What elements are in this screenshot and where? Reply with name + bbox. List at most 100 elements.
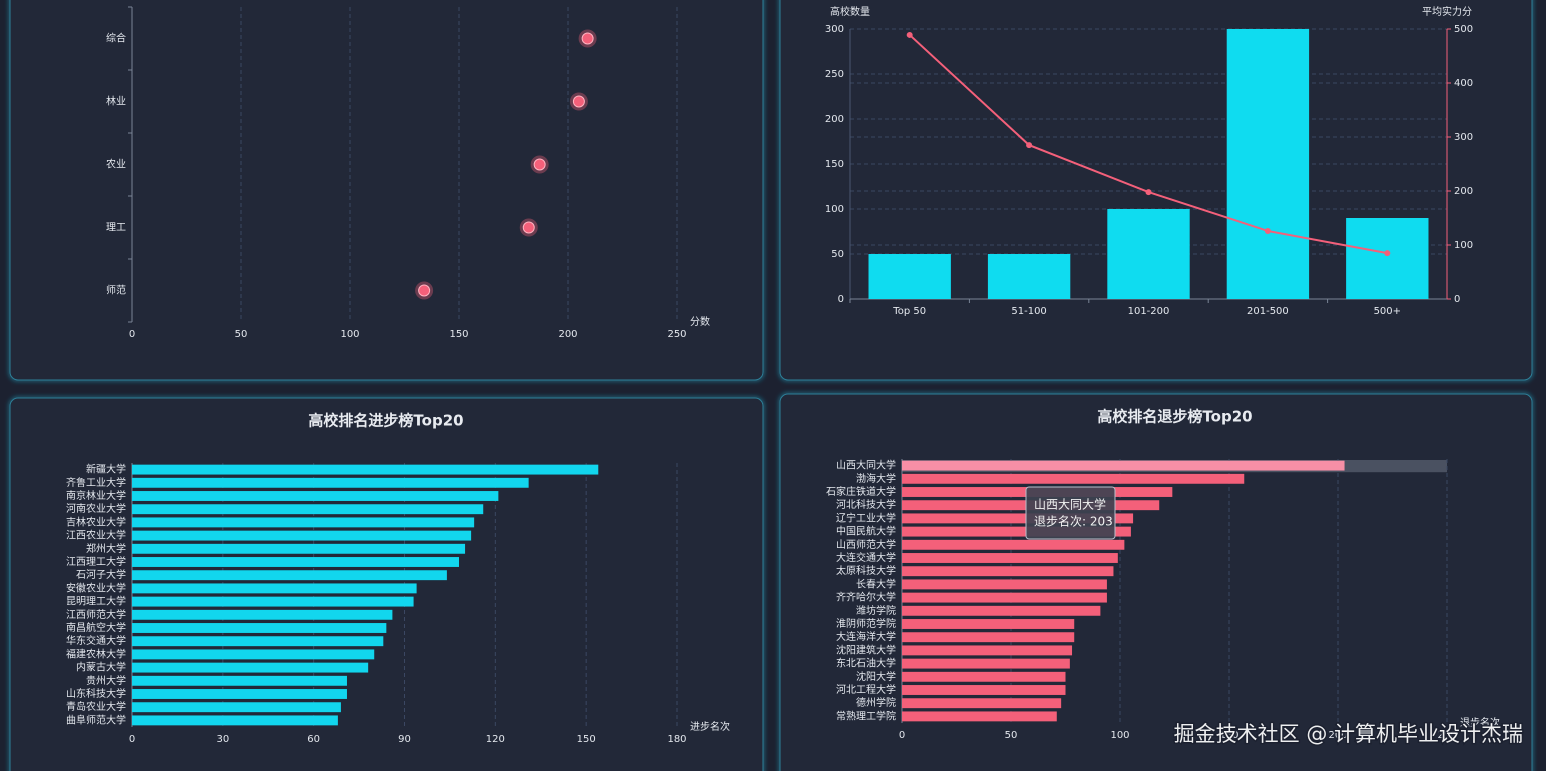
bar [902, 698, 1062, 709]
bar [902, 566, 1114, 577]
y-tick-label: 理工 [106, 222, 126, 234]
tooltip-text: 退步名次: 203 [1034, 514, 1113, 529]
bar [132, 689, 347, 699]
y2-tick-label: 0 [1454, 294, 1460, 305]
point [533, 158, 546, 171]
y-tick-label: 太原科技大学 [836, 564, 896, 577]
bar [132, 649, 375, 660]
y-tick-label: 南京林业大学 [66, 489, 126, 502]
y-tick-label: 大连海洋大学 [836, 630, 896, 643]
y-tick-label: 内蒙古大学 [76, 661, 126, 674]
y-tick-label: 0 [838, 294, 844, 305]
bar [132, 609, 393, 620]
bar [132, 583, 417, 594]
tooltip-title: 山西大同大学 [1034, 497, 1106, 512]
point [418, 284, 431, 297]
y-tick-label: 沈阳大学 [856, 670, 896, 683]
x-tick-label: 0 [129, 329, 135, 340]
x-tick-label: 90 [398, 734, 411, 745]
x-tick-label: 120 [486, 734, 505, 745]
bar [132, 623, 387, 633]
y-tick-label: 曲阜师范大学 [66, 713, 126, 726]
x-axis-label: 进步名次 [690, 720, 730, 733]
tooltip-box [1025, 486, 1116, 540]
bar [902, 460, 1345, 471]
y-tick-label: 大连交通大学 [836, 551, 896, 564]
y2-axis-label: 平均实力分 [1422, 5, 1472, 18]
y2-tick-label: 300 [1454, 132, 1473, 143]
y-tick-label: 德州学院 [856, 696, 896, 709]
bar [132, 504, 484, 515]
bar [902, 553, 1118, 563]
x-tick-label: 150 [1219, 730, 1238, 741]
line-point [1384, 250, 1391, 257]
bar [902, 579, 1107, 590]
x-tick-label: 60 [307, 734, 320, 745]
y-tick-label: 江西师范大学 [66, 608, 126, 621]
y-tick-label: 齐鲁工业大学 [66, 476, 126, 489]
x-tick-label: 150 [577, 734, 596, 745]
watermark: 掘金技术社区 @ 计算机毕业设计杰瑞 [1174, 722, 1523, 746]
line-point [906, 31, 913, 38]
bar [902, 671, 1066, 682]
y-tick-label: 齐齐哈尔大学 [836, 591, 896, 604]
panel [779, 0, 1533, 381]
line-point [1264, 227, 1271, 234]
y-tick-label: 沈阳建筑大学 [836, 643, 896, 656]
bar [902, 632, 1075, 643]
y-tick-label: 渤海大学 [856, 472, 896, 485]
y-tick-label: 江西理工大学 [66, 555, 126, 568]
y-tick-label: 中国民航大学 [836, 525, 896, 538]
y-tick-label: 石河子大学 [76, 568, 126, 581]
bar [132, 491, 499, 501]
y-tick-label: 华东交通大学 [66, 634, 126, 647]
bar [902, 658, 1070, 669]
bar [132, 464, 599, 475]
bar [902, 592, 1107, 603]
y-tick-label: 淮阴师范学院 [836, 617, 896, 630]
bar [902, 513, 1134, 524]
bar [902, 473, 1245, 484]
bar [1107, 209, 1190, 299]
bar [132, 543, 466, 554]
bar [902, 685, 1066, 695]
bar [902, 645, 1073, 656]
y-tick-label: 200 [825, 114, 844, 125]
x-tick-label: 100 [340, 329, 359, 340]
x-tick-label: 200 [1328, 730, 1347, 741]
bar [132, 517, 475, 528]
x-tick-label: 201-500 [1247, 306, 1289, 317]
y-tick-label: 50 [831, 249, 844, 260]
y-tick-label: 100 [825, 204, 844, 215]
bar [132, 662, 369, 673]
x-tick-label: 250 [667, 329, 686, 340]
x-tick-label: 150 [449, 329, 468, 340]
y2-tick-label: 500 [1454, 24, 1473, 35]
y-tick-label: 河南农业大学 [66, 502, 126, 515]
bar [902, 526, 1131, 537]
y-tick-label: 东北石油大学 [836, 657, 896, 670]
y-tick-label: 林业 [106, 95, 126, 108]
y-tick-label: 昆明理工大学 [66, 595, 126, 608]
y-tick-label: 山西师范大学 [836, 538, 896, 551]
y2-tick-label: 100 [1454, 240, 1473, 251]
x-tick-label: 30 [216, 734, 229, 745]
y-tick-label: 石家庄铁道大学 [826, 485, 896, 498]
y-tick-label: 山西大同大学 [836, 459, 896, 472]
y-tick-label: 潍坊学院 [856, 604, 896, 617]
point [522, 221, 535, 234]
y-tick-label: 常熟理工学院 [836, 709, 896, 722]
y-tick-label: 150 [825, 159, 844, 170]
bar [868, 254, 951, 299]
bar [132, 570, 447, 581]
x-tick-label: 101-200 [1128, 306, 1170, 317]
bar [132, 715, 338, 726]
panel [9, 0, 764, 381]
bar [902, 605, 1101, 616]
bar [132, 477, 529, 488]
bar [132, 702, 341, 713]
x-tick-label: 0 [899, 730, 905, 741]
bar [1226, 29, 1310, 299]
